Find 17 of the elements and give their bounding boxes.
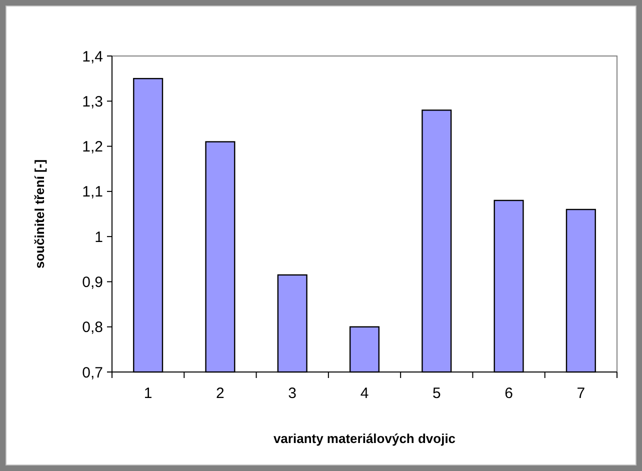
y-tick-label: 1,4 (82, 48, 103, 66)
y-tick-label: 1,2 (82, 138, 103, 156)
x-tick-label: 4 (360, 385, 369, 402)
x-tick-label: 6 (504, 385, 513, 402)
y-tick-label: 0,9 (82, 274, 103, 291)
y-axis-title: součinitel tření [-] (32, 159, 47, 269)
y-tick-label: 1,3 (82, 93, 103, 110)
y-tick-label: 1,1 (82, 184, 103, 201)
x-axis-title: varianty materiálových dvojic (273, 431, 456, 446)
x-tick-label: 2 (216, 385, 224, 402)
x-tick-label: 7 (576, 385, 586, 402)
x-tick-label: 1 (144, 385, 152, 402)
x-tick-label: 3 (288, 385, 297, 402)
y-tick-label: 0,7 (82, 364, 103, 382)
y-tick-label: 0,8 (82, 319, 103, 336)
x-tick-label: 5 (432, 385, 441, 402)
y-tick-label: 1 (94, 228, 103, 246)
